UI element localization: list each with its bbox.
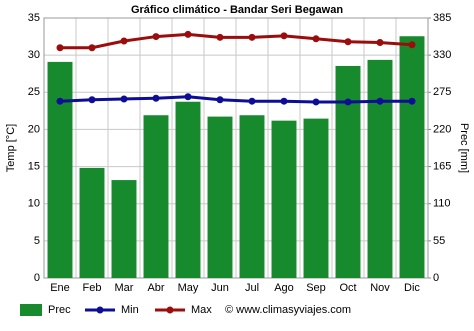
x-tick-label: Ene bbox=[50, 282, 70, 294]
bar bbox=[239, 115, 265, 278]
y-tick-label: 25 bbox=[28, 86, 40, 98]
bar bbox=[79, 167, 105, 278]
point bbox=[152, 33, 160, 41]
y-tick-label: 20 bbox=[28, 123, 40, 135]
x-tick-label: Ago bbox=[274, 282, 294, 294]
point bbox=[216, 33, 224, 41]
y-tick-label: 0 bbox=[34, 272, 40, 284]
legend-label: Max bbox=[191, 304, 212, 316]
point bbox=[88, 96, 96, 104]
y-tick-label: 5 bbox=[34, 235, 40, 247]
x-tick-label: Dic bbox=[404, 282, 420, 294]
plot-frame bbox=[43, 17, 429, 279]
y2-tick-label: 0 bbox=[433, 272, 439, 284]
point bbox=[184, 30, 192, 38]
x-tick-label: Nov bbox=[370, 282, 390, 294]
point bbox=[120, 37, 128, 45]
x-tick-label: Mar bbox=[115, 282, 134, 294]
y-axis-label: Temp [°C] bbox=[5, 124, 17, 172]
bar bbox=[303, 118, 329, 278]
bar bbox=[143, 115, 169, 278]
x-tick-label: Jun bbox=[211, 282, 229, 294]
y-tick-label: 15 bbox=[28, 160, 40, 172]
x-tick-label: May bbox=[178, 282, 199, 294]
legend-swatch bbox=[166, 306, 174, 314]
point bbox=[408, 41, 416, 49]
point bbox=[88, 44, 96, 52]
y2-tick-label: 165 bbox=[433, 160, 451, 172]
point bbox=[56, 97, 64, 105]
point bbox=[248, 33, 256, 41]
y2-tick-label: 110 bbox=[433, 198, 451, 210]
chart-title: Gráfico climático - Bandar Seri Begawan bbox=[131, 4, 343, 16]
line bbox=[60, 32, 413, 50]
y2-tick-label: 220 bbox=[433, 123, 451, 135]
legend-swatch bbox=[96, 306, 104, 314]
y-tick-label: 35 bbox=[28, 12, 40, 24]
bar bbox=[207, 116, 233, 278]
y2-tick-label: 330 bbox=[433, 49, 451, 61]
point bbox=[312, 35, 320, 43]
y2-tick-label: 55 bbox=[433, 235, 445, 247]
line bbox=[59, 95, 412, 104]
x-tick-label: Sep bbox=[306, 282, 326, 294]
y-tick-label: 30 bbox=[28, 49, 40, 61]
point bbox=[344, 38, 352, 46]
point bbox=[312, 98, 320, 106]
point bbox=[248, 97, 256, 105]
y2-axis-label: Prec [mm] bbox=[458, 123, 470, 173]
point bbox=[216, 96, 224, 104]
x-tick-label: Oct bbox=[339, 282, 356, 294]
point bbox=[184, 93, 192, 101]
y2-tick-label: 275 bbox=[433, 86, 451, 98]
legend-swatch bbox=[20, 304, 42, 316]
legend-label: Prec bbox=[48, 304, 71, 316]
point bbox=[120, 95, 128, 103]
x-tick-label: Abr bbox=[147, 282, 164, 294]
bar bbox=[175, 101, 201, 278]
y2-tick-label: 385 bbox=[433, 12, 451, 24]
bar bbox=[335, 65, 361, 278]
point bbox=[408, 97, 416, 105]
point bbox=[56, 44, 64, 52]
y-tick-label: 10 bbox=[28, 198, 40, 210]
x-tick-label: Feb bbox=[83, 282, 102, 294]
point bbox=[344, 98, 352, 106]
legend-label: Min bbox=[121, 304, 139, 316]
source: © www.climasyviajes.com bbox=[225, 304, 351, 316]
x-tick-label: Jul bbox=[245, 282, 259, 294]
bar bbox=[367, 59, 393, 278]
bar bbox=[271, 120, 297, 278]
point bbox=[376, 97, 384, 105]
point bbox=[376, 39, 384, 47]
point bbox=[280, 97, 288, 105]
bar bbox=[47, 61, 73, 278]
point bbox=[280, 32, 288, 40]
bar bbox=[111, 180, 137, 278]
point bbox=[152, 94, 160, 102]
bar bbox=[399, 36, 425, 278]
